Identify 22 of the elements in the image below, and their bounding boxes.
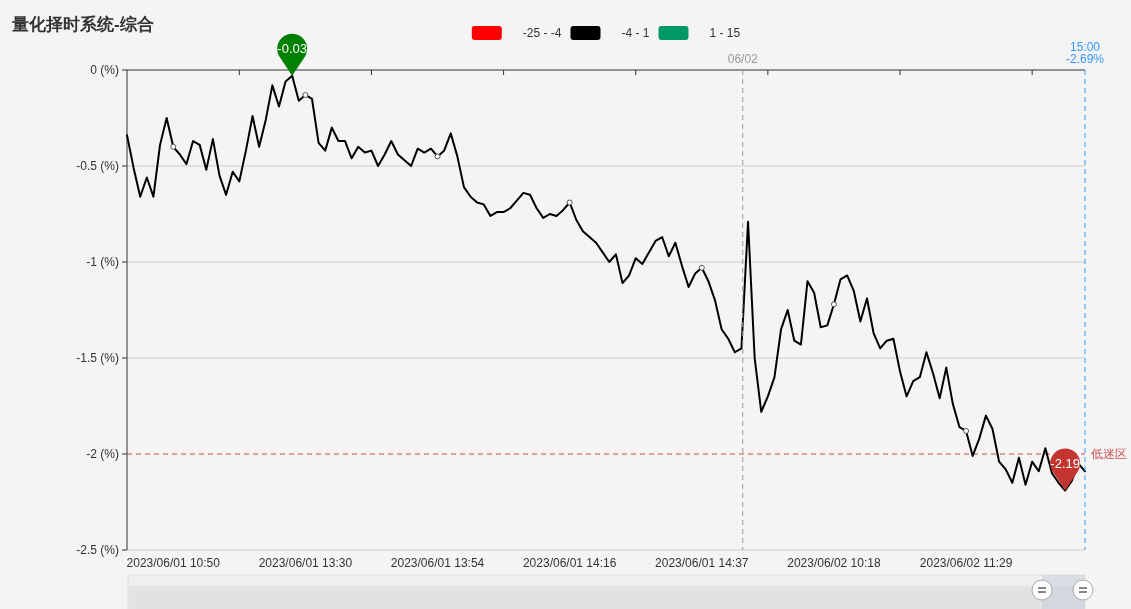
y-tick-label: -0.5 (%) [76, 159, 119, 174]
x-tick-label: 2023/06/01 13:54 [390, 556, 485, 570]
x-tick-label: 2023/06/02 10:18 [787, 556, 881, 570]
legend-label: 1 - 15 [709, 26, 741, 41]
annotation: 15:00 -2.69% [1066, 40, 1104, 66]
y-tick-label: -2 (%) [86, 447, 119, 462]
x-tick-label: 2023/06/02 11:29 [919, 556, 1013, 570]
y-tick-label: -1.5 (%) [76, 351, 119, 366]
annotation-label: -2.19 [1050, 456, 1080, 472]
y-tick-label: -2.5 (%) [76, 543, 119, 558]
x-tick-label: 2023/06/01 10:50 [126, 556, 220, 570]
x-tick-label: 2023/06/01 14:16 [522, 556, 617, 570]
ref-line-label: 低迷区 [1091, 447, 1127, 462]
y-tick-label: -1 (%) [86, 255, 119, 270]
annotation-label: -0.03 [277, 41, 307, 57]
legend-label: -4 - 1 [621, 26, 650, 41]
annotation: 06/02 [727, 52, 758, 66]
y-tick-label: 0 (%) [90, 63, 119, 78]
x-tick-label: 2023/06/01 14:37 [655, 556, 749, 570]
x-tick-label: 2023/06/01 13:30 [258, 556, 353, 570]
title: 量化择时系统-综合 [12, 15, 154, 34]
legend-label: -25 - -4 [522, 26, 562, 41]
